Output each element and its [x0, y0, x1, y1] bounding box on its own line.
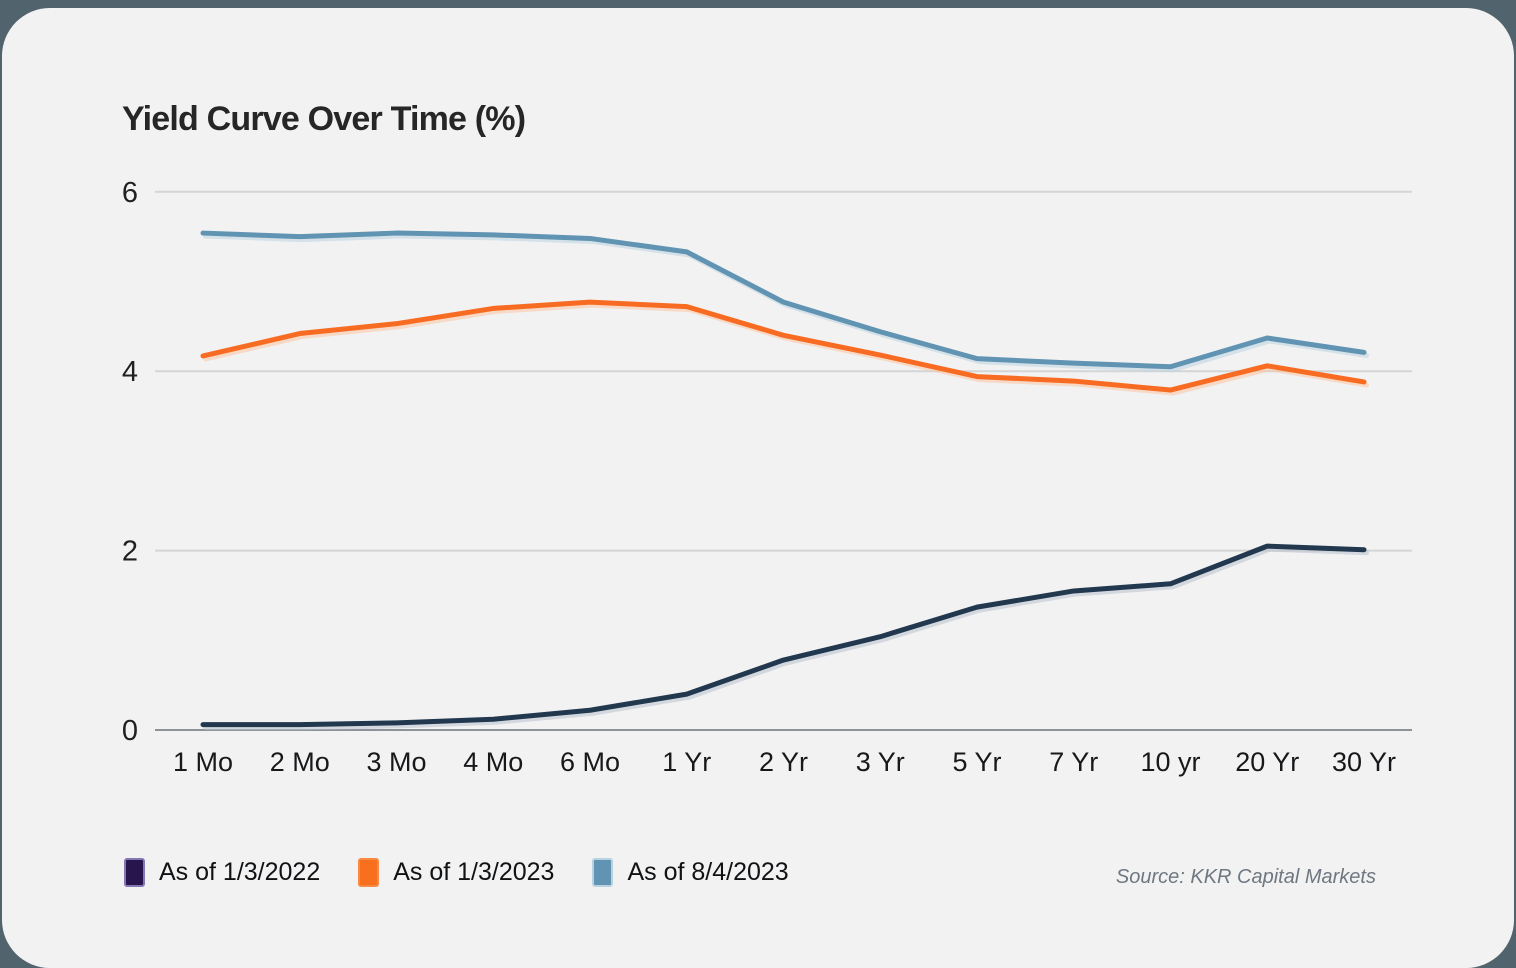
series-line-shadow-1 — [203, 302, 1369, 396]
x-tick-label: 2 Mo — [270, 747, 330, 777]
chart-canvas: 0 2 4 6 1 Mo 2 Mo 3 Mo 4 Mo 6 Mo 1 Yr 2 Yr 3 Yr 5 Yr… — [122, 177, 1412, 777]
x-tick-label: 6 Mo — [560, 747, 620, 777]
series-line-1 — [200, 299, 1367, 393]
x-tick-label: 30 Yr — [1332, 747, 1396, 777]
x-tick-label: 7 Yr — [1049, 747, 1098, 777]
series-line-shadow-0 — [203, 546, 1369, 731]
x-tick-label: 3 Yr — [856, 747, 905, 777]
y-tick-label: 4 — [122, 356, 138, 388]
legend-swatch-icon — [592, 858, 614, 887]
x-tick-label: 5 Yr — [952, 747, 1001, 777]
series-line-2 — [200, 230, 1367, 370]
x-tick-label: 3 Mo — [366, 747, 426, 777]
legend-label: As of 8/4/2023 — [627, 858, 789, 886]
legend-item: As of 1/3/2023 — [358, 858, 554, 887]
y-tick-label: 2 — [122, 536, 138, 568]
legend-item: As of 8/4/2023 — [592, 858, 789, 887]
source-note: Source: KKR Capital Markets — [1115, 866, 1376, 888]
series-line-0 — [200, 543, 1367, 728]
x-tick-label: 1 Yr — [662, 747, 711, 777]
legend: As of 1/3/2022 As of 1/3/2023 As of 8/4/20… — [124, 858, 789, 887]
x-tick-label: 2 Yr — [759, 747, 808, 777]
y-tick-label: 0 — [122, 715, 138, 747]
x-tick-label: 4 Mo — [463, 747, 523, 777]
legend-swatch-icon — [124, 858, 145, 887]
legend-item: As of 1/3/2022 — [124, 858, 320, 887]
x-tick-label: 20 Yr — [1235, 747, 1299, 777]
legend-label: As of 1/3/2022 — [159, 858, 321, 886]
x-tick-label: 1 Mo — [173, 747, 233, 777]
legend-label: As of 1/3/2023 — [393, 858, 555, 886]
legend-swatch-icon — [358, 858, 380, 887]
y-tick-label: 6 — [122, 177, 138, 209]
x-tick-label: 10 yr — [1140, 747, 1200, 777]
chart-title: Yield Curve Over Time (%) — [122, 100, 526, 138]
chart-card: Yield Curve Over Time (%) 0 2 4 6 1 Mo 2 Mo 3 … — [2, 8, 1514, 968]
